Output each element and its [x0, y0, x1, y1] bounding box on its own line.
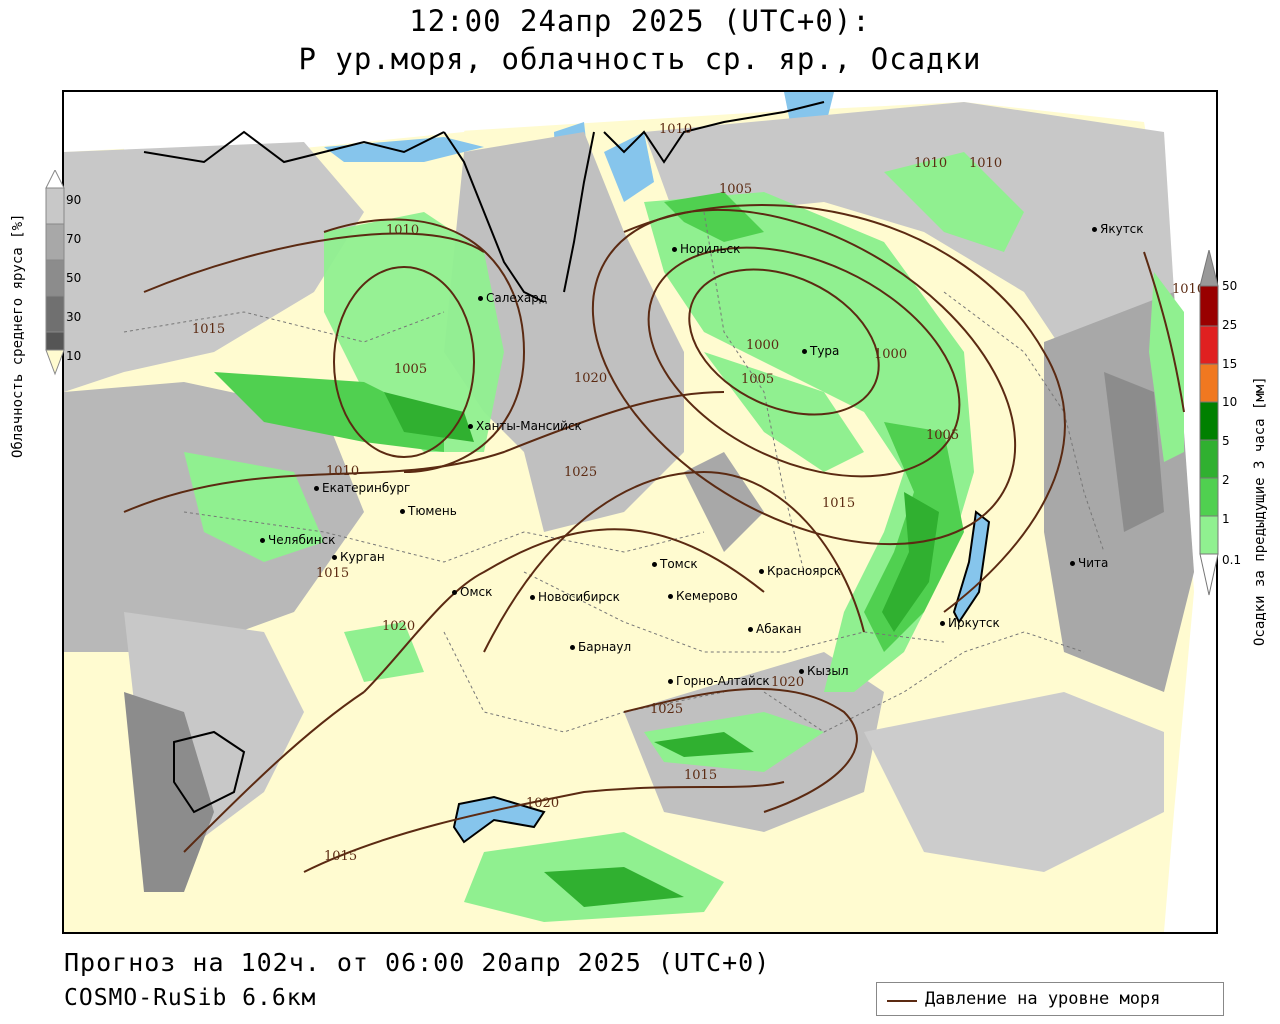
isobar-label: 1010 [659, 122, 693, 137]
map-title: 12:00 24апр 2025 (UTC+0): [409, 4, 871, 38]
taz-bay [604, 132, 654, 202]
admin-borders [123, 211, 1105, 733]
coastlines [143, 101, 825, 814]
city-tura: Тура [802, 344, 839, 358]
isobar-label: 1020 [771, 675, 805, 690]
isobars [123, 204, 1185, 873]
isobar-label: 1015 [324, 849, 358, 864]
isobar-label: 1000 [874, 347, 908, 362]
isobar-label: 1005 [394, 362, 428, 377]
sea-white [124, 92, 484, 162]
isobar-label: 1025 [650, 702, 684, 717]
map-subtitle: P ур.моря, облачность ср. яр., Осадки [298, 42, 982, 76]
precip-tick: 15 [1222, 357, 1238, 371]
city-tomsk: Томск [652, 557, 698, 571]
city-khanty-mansiysk: Ханты-Мансийск [468, 419, 582, 433]
precipitation [184, 152, 1184, 922]
precip-tick: 50 [1222, 279, 1238, 293]
isobar-label: 1015 [822, 496, 856, 511]
cloud-tick: 30 [66, 310, 82, 324]
isobar-label: 1010 [1172, 282, 1206, 297]
isobar-label: 1000 [746, 338, 780, 353]
city-tyumen: Тюмень [400, 504, 457, 518]
lake-balkhash [452, 795, 546, 844]
city-salekhard: Салехард [478, 291, 547, 305]
isobar-label: 1010 [386, 223, 420, 238]
isobar-label: 1015 [192, 322, 226, 337]
precip-colorbar [1199, 250, 1219, 596]
pressure-legend-label: Давление на уровне моря [925, 989, 1161, 1009]
precip-tick: 10 [1222, 395, 1238, 409]
isobar-label: 1015 [316, 566, 350, 581]
city-yakutsk: Якутск [1092, 222, 1144, 236]
isobar-label: 1020 [526, 796, 560, 811]
city-barnaul: Барнаул [570, 640, 631, 654]
city-kemerovo: Кемерово [668, 589, 738, 603]
precip-tick: 2 [1222, 473, 1230, 487]
city-yekaterinburg: Екатеринбург [314, 481, 410, 495]
cloud-tick: 90 [66, 193, 82, 207]
isobar-label: 1005 [926, 428, 960, 443]
pressure-legend: Давление на уровне моря [876, 982, 1224, 1016]
city-chita: Чита [1070, 556, 1108, 570]
precip-tick: 5 [1222, 434, 1230, 448]
isobar-label: 1015 [684, 768, 718, 783]
city-krasnoyarsk: Красноярск [759, 564, 841, 578]
city-gorno-altaysk: Горно-Алтайск [668, 674, 770, 688]
precip-tick: 1 [1222, 512, 1230, 526]
isobar-label: 1010 [326, 464, 360, 479]
cloud-tick: 50 [66, 271, 82, 285]
precip-tick: 0.1 [1222, 553, 1242, 567]
isobar-label: 1005 [719, 182, 753, 197]
cloud-tick: 10 [66, 349, 82, 363]
city-kyzyl: Кызыл [799, 664, 849, 678]
lake-baikal [952, 510, 991, 624]
model-name: COSMO-RuSib 6.6км [64, 985, 317, 1011]
isobar-label: 1010 [969, 156, 1003, 171]
city-abakan: Абакан [748, 622, 801, 636]
weather-map: 1010 1010 1010 1005 1010 1015 1005 1020 … [62, 90, 1218, 934]
pressure-legend-line [887, 1000, 917, 1002]
city-irkutsk: Иркутск [940, 616, 1000, 630]
isobar-label: 1005 [741, 372, 775, 387]
city-kurgan: Курган [332, 550, 385, 564]
city-norilsk: Норильск [672, 242, 740, 256]
forecast-info: Прогноз на 102ч. от 06:00 20апр 2025 (UT… [64, 948, 771, 977]
city-novosibirsk: Новосибирск [530, 590, 620, 604]
isobar-label: 1025 [564, 465, 598, 480]
map-canvas [64, 92, 1216, 932]
precip-scale-title: Осадки за предыдущие 3 часа [мм] [1252, 376, 1268, 646]
city-chelyabinsk: Челябинск [260, 533, 335, 547]
cloud-colorbar [45, 170, 65, 376]
isobar-label: 1010 [914, 156, 948, 171]
precip-tick: 25 [1222, 318, 1238, 332]
isobar-label: 1020 [574, 371, 608, 386]
cloud-tick: 70 [66, 232, 82, 246]
cloud-scale-title: Облачность среднего яруса [%] [10, 213, 26, 458]
isobar-label: 1020 [382, 619, 416, 634]
city-omsk: Омск [452, 585, 492, 599]
kara-sea [324, 137, 484, 162]
